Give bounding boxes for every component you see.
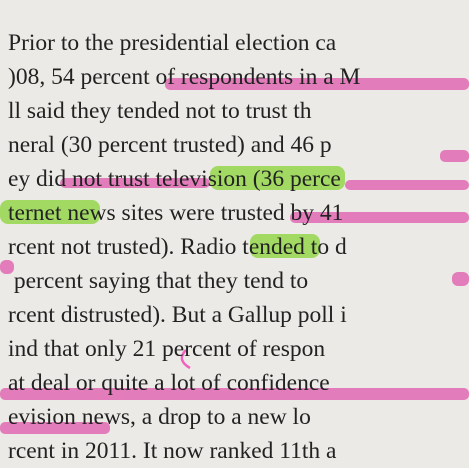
text-line: ind that only 21 percent of respon [8, 336, 325, 362]
text-line: Prior to the presidential election ca [8, 30, 337, 56]
text-line: rcent in 2011. It now ranked 11th a [8, 438, 337, 464]
highlight [440, 150, 469, 162]
page: Prior to the presidential election ca )08… [0, 0, 469, 468]
text-line: at deal or quite a lot of confidence [8, 370, 330, 396]
text-line: neral (30 percent trusted) and 46 p [8, 132, 332, 158]
text-line: ternet news sites were trusted by 41 [8, 200, 343, 226]
text-line: rcent not trusted). Radio tended to d [8, 234, 347, 260]
page-photo: Prior to the presidential election ca )08… [0, 0, 469, 468]
text-line: percent saying that they tend to [8, 268, 308, 294]
text-line: ll said they tended not to trust th [8, 98, 312, 124]
text-line: rcent distrusted). But a Gallup poll i [8, 302, 347, 328]
text-line: evision news, a drop to a new lo [8, 404, 311, 430]
highlight [345, 180, 469, 190]
highlight [452, 272, 469, 286]
text-line: )08, 54 percent of respondents in a M [8, 64, 361, 90]
text-line: ey did not trust television (36 perce [8, 166, 341, 192]
